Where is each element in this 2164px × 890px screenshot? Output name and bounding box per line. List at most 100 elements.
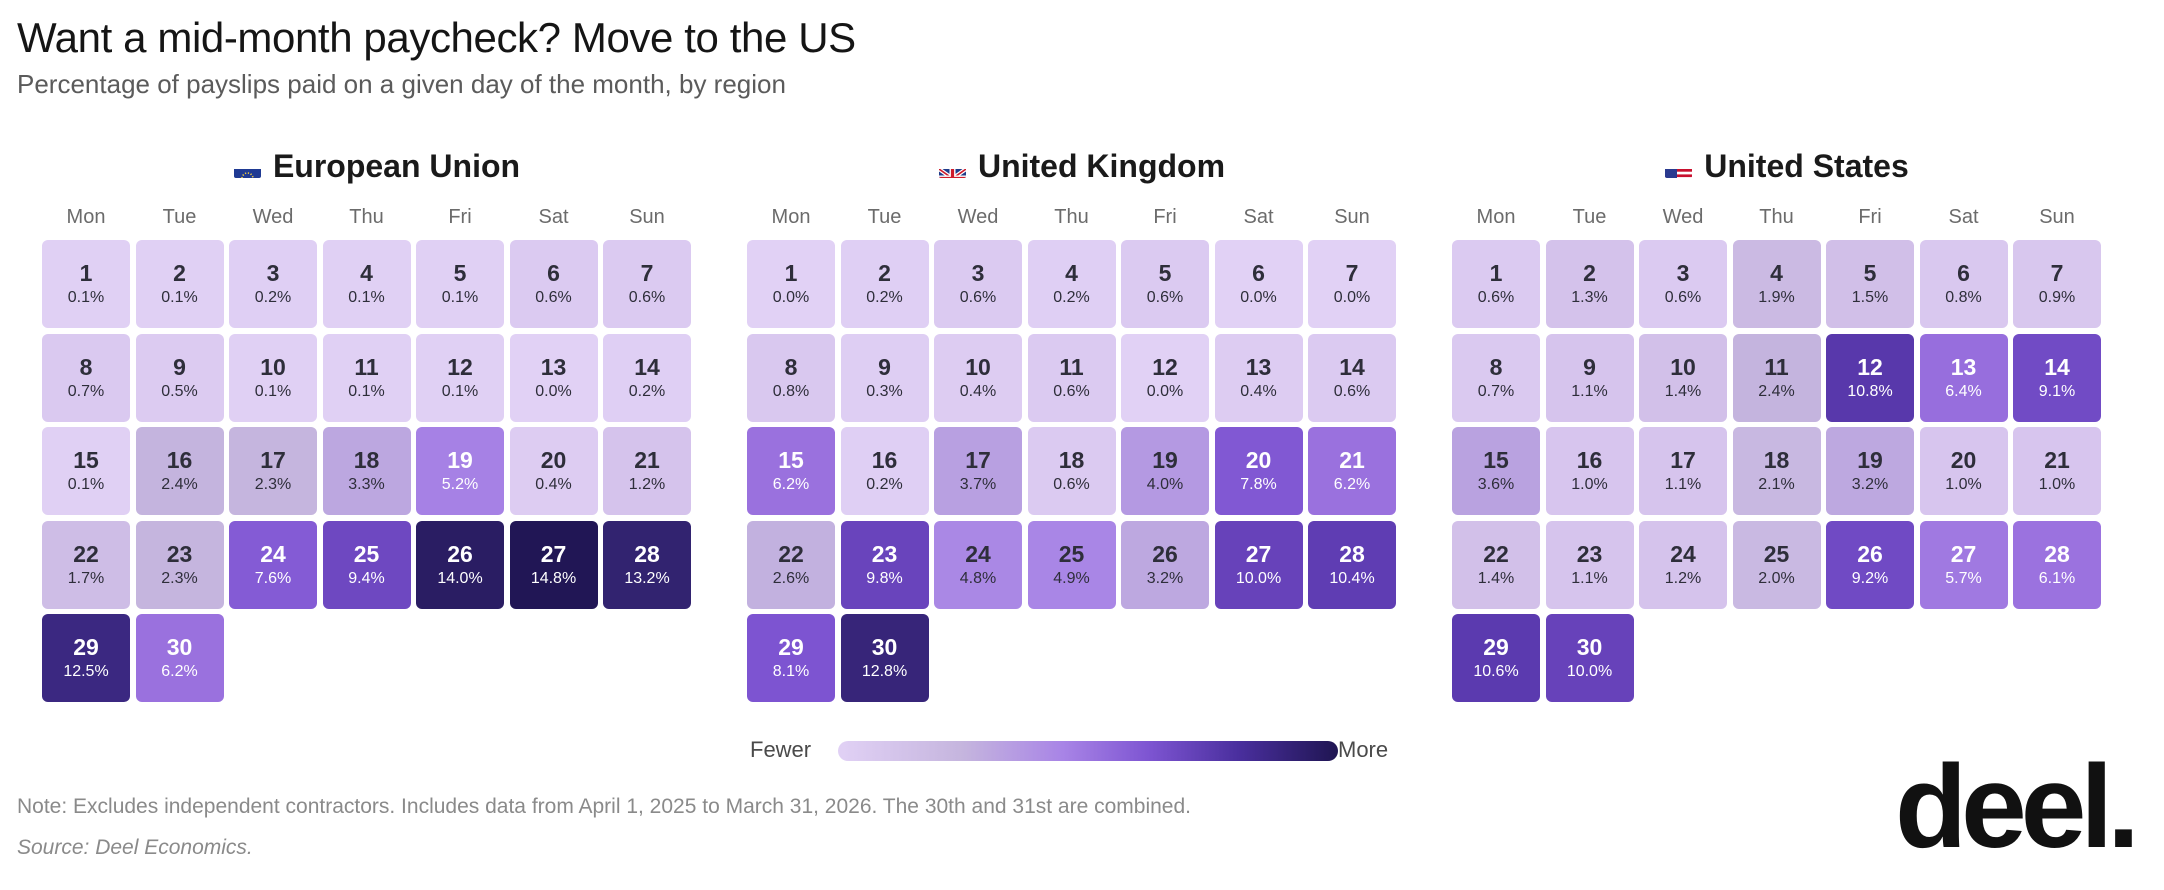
panel-title-text: United Kingdom bbox=[977, 148, 1226, 184]
day-percentage: 1.4% bbox=[1477, 569, 1515, 587]
day-cell: 9 0.5% bbox=[135, 333, 224, 422]
day-percentage: 8.1% bbox=[772, 663, 810, 680]
day-number: 28 bbox=[1339, 540, 1365, 567]
day-cell: 4 0.1% bbox=[322, 240, 411, 328]
day-number: 10 bbox=[260, 353, 286, 380]
day-cell: 8 0.7% bbox=[1452, 333, 1540, 422]
panel-title: European Union bbox=[42, 148, 712, 185]
day-percentage: 0.7% bbox=[1477, 382, 1515, 400]
day-cell: 25 9.4% bbox=[322, 520, 411, 609]
day-percentage: 1.0% bbox=[1571, 476, 1608, 493]
day-number: 20 bbox=[1950, 447, 1977, 473]
day-percentage: 5.7% bbox=[1945, 569, 1982, 587]
day-percentage: 6.4% bbox=[1945, 382, 1982, 400]
day-number: 14 bbox=[634, 353, 660, 380]
day-cell: 21 1.0% bbox=[2013, 427, 2101, 515]
day-cell: 6 0.8% bbox=[1919, 240, 2008, 328]
weekday-label: Tue bbox=[1572, 206, 1607, 228]
day-cell: 15 3.6% bbox=[1452, 427, 1540, 515]
day-cell: 7 0.0% bbox=[1308, 240, 1396, 328]
day-percentage: 0.9% bbox=[2038, 289, 2076, 306]
day-percentage: 0.7% bbox=[67, 382, 105, 400]
day-percentage: 13.2% bbox=[624, 569, 670, 587]
day-number: 4 bbox=[1065, 260, 1078, 286]
day-percentage: 0.0% bbox=[772, 289, 810, 306]
day-cell: 11 0.1% bbox=[322, 333, 411, 422]
day-percentage: 9.1% bbox=[2038, 382, 2076, 400]
day-percentage: 6.2% bbox=[1333, 476, 1371, 493]
panel-title-text: European Union bbox=[272, 148, 521, 184]
weekday-label: Sat bbox=[538, 206, 569, 228]
day-number: 26 bbox=[447, 540, 473, 567]
day-number: 6 bbox=[1252, 260, 1265, 286]
day-number: 9 bbox=[1583, 353, 1596, 380]
day-number: 3 bbox=[971, 260, 985, 286]
day-number: 23 bbox=[1576, 540, 1603, 567]
day-percentage: 3.2% bbox=[1851, 476, 1889, 493]
day-cell: 14 9.1% bbox=[2013, 333, 2101, 422]
day-cell: 10 0.1% bbox=[229, 333, 317, 422]
day-number: 11 bbox=[1059, 353, 1084, 380]
day-number: 20 bbox=[540, 447, 567, 473]
day-percentage: 4.9% bbox=[1053, 569, 1090, 587]
day-percentage: 0.2% bbox=[866, 476, 903, 493]
day-percentage: 2.3% bbox=[161, 569, 198, 587]
day-number: 11 bbox=[354, 353, 379, 380]
day-number: 22 bbox=[73, 540, 99, 567]
day-cell: 15 0.1% bbox=[42, 427, 130, 515]
day-percentage: 3.6% bbox=[1477, 476, 1515, 493]
panel-title: United States bbox=[1452, 148, 2122, 185]
day-number: 12 bbox=[1152, 353, 1178, 380]
day-cell: 18 0.6% bbox=[1027, 427, 1116, 515]
day-cell: 15 6.2% bbox=[747, 427, 835, 515]
weekday-label: Mon bbox=[1476, 206, 1516, 228]
source-note: Source: Deel Economics. bbox=[17, 836, 253, 859]
day-number: 8 bbox=[1489, 353, 1503, 380]
day-cell: 25 2.0% bbox=[1732, 520, 1821, 609]
day-cell: 7 0.9% bbox=[2013, 240, 2101, 328]
day-number: 15 bbox=[1483, 447, 1509, 473]
panel-title: United Kingdom bbox=[747, 148, 1417, 185]
day-percentage: 0.6% bbox=[1477, 289, 1515, 306]
day-percentage: 0.1% bbox=[161, 289, 198, 306]
legend-low-label: Fewer bbox=[750, 737, 812, 762]
day-cell: 11 0.6% bbox=[1027, 333, 1116, 422]
day-number: 26 bbox=[1152, 540, 1178, 567]
day-cell: 11 2.4% bbox=[1732, 333, 1821, 422]
day-percentage: 0.4% bbox=[535, 476, 572, 493]
day-number: 5 bbox=[453, 260, 467, 286]
day-number: 6 bbox=[1957, 260, 1970, 286]
day-number: 7 bbox=[1345, 260, 1359, 286]
day-percentage: 0.1% bbox=[441, 382, 479, 400]
day-number: 17 bbox=[965, 447, 991, 473]
day-percentage: 2.0% bbox=[1758, 569, 1795, 587]
day-percentage: 12.5% bbox=[63, 663, 109, 680]
day-cell: 9 0.3% bbox=[840, 333, 929, 422]
day-cell: 19 3.2% bbox=[1826, 427, 1914, 515]
day-percentage: 0.2% bbox=[1053, 289, 1090, 306]
day-percentage: 0.6% bbox=[1664, 289, 1702, 306]
panel-european-union: European Union Mon Tue Wed Thu Fri Sat Sun 1 0.1… bbox=[42, 148, 712, 708]
day-cell: 18 3.3% bbox=[322, 427, 411, 515]
day-number: 1 bbox=[784, 260, 798, 286]
day-cell: 17 3.7% bbox=[934, 427, 1022, 515]
day-percentage: 14.0% bbox=[437, 569, 483, 587]
day-cell: 22 1.4% bbox=[1452, 520, 1540, 609]
day-cell: 13 6.4% bbox=[1919, 333, 2008, 422]
day-percentage: 6.2% bbox=[772, 476, 810, 493]
day-number: 29 bbox=[73, 634, 99, 660]
day-cell: 29 10.6% bbox=[1452, 614, 1540, 702]
day-number: 4 bbox=[360, 260, 373, 286]
day-cell: 24 7.6% bbox=[229, 520, 317, 609]
day-number: 6 bbox=[547, 260, 560, 286]
footnote: Note: Excludes independent contractors. … bbox=[17, 795, 1192, 818]
day-cell: 12 0.1% bbox=[416, 333, 504, 422]
weekday-label: Fri bbox=[1858, 206, 1882, 228]
day-number: 28 bbox=[634, 540, 660, 567]
day-cell: 14 0.2% bbox=[603, 333, 691, 422]
day-percentage: 0.4% bbox=[1240, 382, 1277, 400]
day-number: 10 bbox=[965, 353, 991, 380]
day-cell: 28 6.1% bbox=[2013, 520, 2101, 609]
day-number: 18 bbox=[353, 447, 380, 473]
day-cell: 24 1.2% bbox=[1639, 520, 1727, 609]
